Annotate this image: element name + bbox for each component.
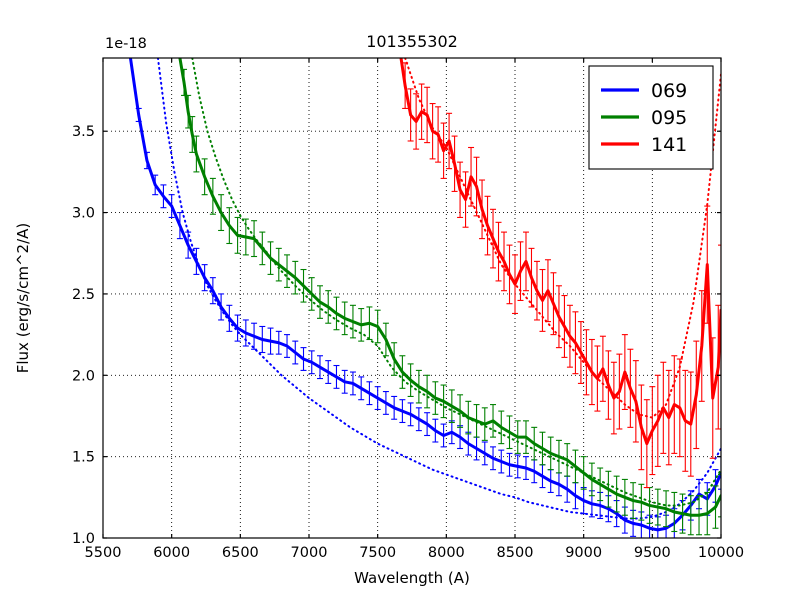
x-tick-label: 7500 xyxy=(359,545,396,561)
y-tick-label: 1.5 xyxy=(72,450,95,466)
y-axis-offset-text: 1e-18 xyxy=(105,36,147,52)
x-axis-label: Wavelength (A) xyxy=(354,569,470,587)
x-tick-label: 6000 xyxy=(153,545,190,561)
legend-label-069[interactable]: 069 xyxy=(651,80,687,102)
x-tick-label: 8500 xyxy=(497,545,534,561)
line-069 xyxy=(128,58,721,532)
reference-curve-095 xyxy=(191,58,721,507)
line-095 xyxy=(178,58,721,517)
x-tick-label: 10000 xyxy=(698,545,744,561)
y-tick-label: 1.0 xyxy=(72,531,95,547)
plot-title: 101355302 xyxy=(366,32,458,51)
legend[interactable]: 069 095 141 xyxy=(588,65,714,170)
reference-curve-069 xyxy=(156,58,721,520)
line-141 xyxy=(399,58,721,446)
y-axis-label: Flux (erg/s/cm^2/A) xyxy=(14,223,32,374)
y-tick-label: 3.0 xyxy=(72,206,95,222)
errorbars-069 xyxy=(135,107,721,538)
y-tick-label: 3.5 xyxy=(72,124,95,140)
series-095 xyxy=(178,58,721,536)
legend-label-095[interactable]: 095 xyxy=(651,107,687,129)
series-069 xyxy=(128,58,721,538)
x-tick-label: 9000 xyxy=(565,545,602,561)
axis-ticks: 5500 6000 6500 7000 7500 8000 8500 9000 9500 1000… xyxy=(72,58,744,561)
x-tick-label: 8000 xyxy=(428,545,465,561)
x-tick-label: 6500 xyxy=(222,545,259,561)
y-tick-label: 2.5 xyxy=(72,287,95,303)
y-tick-label: 2.0 xyxy=(72,368,95,384)
series-141 xyxy=(399,58,721,489)
x-tick-label: 9500 xyxy=(634,545,671,561)
x-tick-label: 5500 xyxy=(85,545,122,561)
data-area xyxy=(128,58,721,538)
axes-frame xyxy=(102,57,722,539)
x-tick-label: 7000 xyxy=(291,545,328,561)
legend-label-141[interactable]: 141 xyxy=(651,134,687,156)
